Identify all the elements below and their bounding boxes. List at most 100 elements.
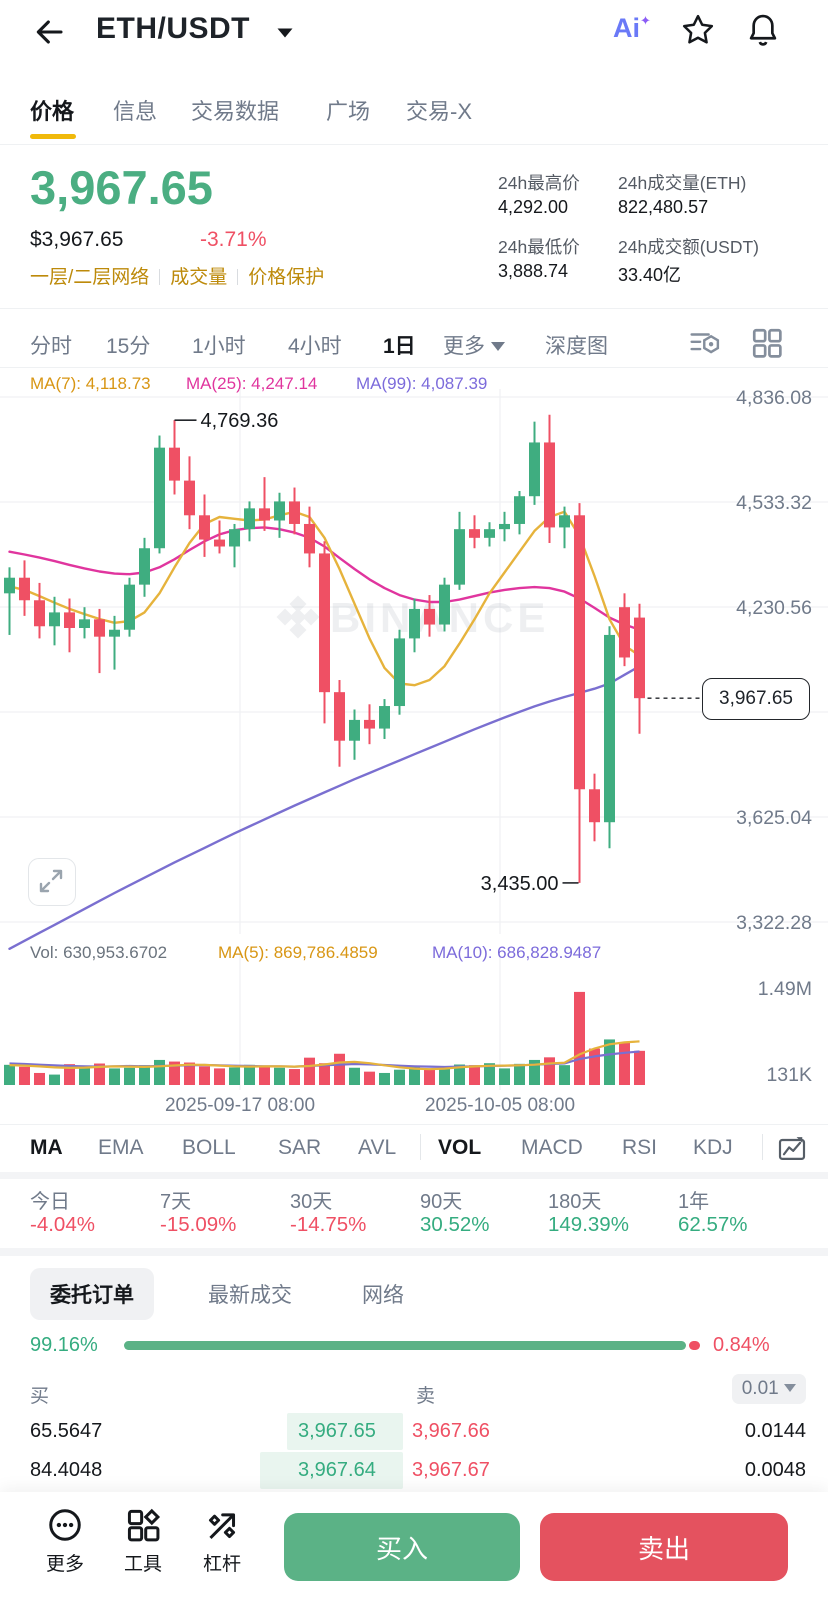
tab-trade-x[interactable]: 交易-X bbox=[406, 99, 473, 124]
indicator-ma[interactable]: MA bbox=[30, 1136, 63, 1159]
candlestick-chart[interactable]: BINANCE4,769.363,435.004,836.084,533.324… bbox=[0, 387, 828, 950]
tag-layer-network[interactable]: 一层/二层网络 bbox=[30, 267, 150, 288]
indicator-rsi[interactable]: RSI bbox=[622, 1136, 658, 1159]
perf-90d-label: 90天 bbox=[420, 1191, 463, 1213]
timeframe-minutely[interactable]: 分时 bbox=[30, 335, 72, 358]
ma25-label: MA(25): 4,247.14 bbox=[186, 374, 318, 393]
stat-vol-usdt-label: 24h成交额(USDT) bbox=[618, 237, 759, 257]
bid-price-2[interactable]: 3,967.64 bbox=[298, 1459, 376, 1481]
perf-7d-label: 7天 bbox=[160, 1191, 192, 1213]
token-tags[interactable]: 一层/二层网络 成交量 价格保护 bbox=[30, 262, 324, 289]
indicator-ema[interactable]: EMA bbox=[98, 1136, 144, 1159]
svg-text:4,230.56: 4,230.56 bbox=[736, 597, 812, 619]
timeframe-1h[interactable]: 1小时 bbox=[192, 335, 246, 358]
sell-depth-bar bbox=[689, 1341, 700, 1350]
bid-qty-1[interactable]: 65.5647 bbox=[30, 1420, 103, 1442]
more-button[interactable]: 更多 bbox=[42, 1506, 88, 1576]
perf-180d-label: 180天 bbox=[548, 1191, 602, 1213]
gridlines bbox=[0, 389, 828, 934]
svg-text:131K: 131K bbox=[766, 1064, 812, 1086]
tools-button[interactable]: 工具 bbox=[120, 1506, 166, 1576]
perf-1y-label: 1年 bbox=[678, 1191, 710, 1213]
ma7-label: MA(7): 4,118.73 bbox=[30, 374, 151, 393]
svg-text:3,435.00: 3,435.00 bbox=[481, 873, 559, 895]
tag-price-protection[interactable]: 价格保护 bbox=[248, 267, 325, 288]
divider bbox=[762, 1134, 763, 1160]
more-label: 更多 bbox=[45, 1554, 84, 1575]
volume-ma5-label: MA(5): 869,786.4859 bbox=[218, 943, 378, 962]
ask-price-2[interactable]: 3,967.67 bbox=[412, 1459, 490, 1481]
sparkle-icon: ✦ bbox=[640, 13, 651, 28]
bottom-action-bar: 更多 工具 杠杆 买入 卖出 bbox=[0, 1492, 828, 1605]
tab-recent-trades[interactable]: 最新成交 bbox=[208, 1284, 292, 1307]
stat-high-label: 24h最高价 bbox=[498, 173, 580, 193]
indicator-sar[interactable]: SAR bbox=[278, 1136, 322, 1159]
depth-chart-button[interactable]: 深度图 bbox=[545, 335, 608, 358]
ask-qty-1[interactable]: 0.0144 bbox=[744, 1420, 806, 1442]
tab-square[interactable]: 广场 bbox=[326, 99, 371, 124]
back-button[interactable] bbox=[32, 16, 66, 48]
bid-price-1[interactable]: 3,967.65 bbox=[298, 1420, 376, 1442]
sell-button[interactable]: 卖出 bbox=[540, 1513, 788, 1581]
buy-depth-bar bbox=[124, 1341, 686, 1350]
svg-text:1.49M: 1.49M bbox=[758, 978, 812, 1000]
svg-text:3,322.28: 3,322.28 bbox=[736, 912, 812, 934]
expand-chart-button[interactable] bbox=[28, 858, 76, 906]
tab-network[interactable]: 网络 bbox=[362, 1284, 404, 1307]
notification-bell-icon[interactable] bbox=[744, 11, 782, 54]
perf-30d-value: -14.75% bbox=[290, 1213, 367, 1236]
x-axis-date-1: 2025-09-17 08:00 bbox=[164, 1095, 316, 1116]
ai-assistant-icon[interactable]: Ai✦ bbox=[613, 13, 651, 43]
perf-1y-value: 62.57% bbox=[678, 1213, 748, 1236]
perf-7d-value: -15.09% bbox=[160, 1213, 237, 1236]
perf-180d-value: 149.39% bbox=[548, 1213, 629, 1236]
tools-label: 工具 bbox=[123, 1554, 162, 1575]
buy-column-header: 买 bbox=[30, 1386, 50, 1407]
indicator-avl[interactable]: AVL bbox=[358, 1136, 397, 1159]
volume-chart[interactable]: 1.49M 131K bbox=[0, 955, 828, 1095]
indicator-macd[interactable]: MACD bbox=[521, 1136, 583, 1159]
perf-today-label: 今日 bbox=[30, 1191, 70, 1213]
fiat-price: $3,967.65 bbox=[30, 228, 124, 251]
divider bbox=[0, 1172, 828, 1179]
tab-info[interactable]: 信息 bbox=[113, 99, 158, 124]
symbol-dropdown-caret-icon[interactable] bbox=[276, 26, 294, 44]
indicator-kdj[interactable]: KDJ bbox=[693, 1136, 733, 1159]
indicator-boll[interactable]: BOLL bbox=[182, 1136, 236, 1159]
sell-column-header: 卖 bbox=[416, 1386, 436, 1407]
volume-ma10-label: MA(10): 686,828.9487 bbox=[432, 943, 602, 962]
bid-qty-2[interactable]: 84.4048 bbox=[30, 1459, 103, 1481]
candles bbox=[4, 414, 645, 883]
tab-price[interactable]: 价格 bbox=[30, 99, 75, 124]
indicator-settings-icon[interactable] bbox=[688, 326, 722, 365]
favorite-star-icon[interactable] bbox=[680, 12, 716, 53]
timeframe-4h[interactable]: 4小时 bbox=[288, 335, 342, 358]
stat-vol-usdt-value: 33.40亿 bbox=[618, 265, 682, 285]
indicator-vol[interactable]: VOL bbox=[438, 1136, 482, 1159]
chevron-down-icon bbox=[490, 342, 505, 351]
divider bbox=[159, 269, 161, 285]
change-percent: -3.71% bbox=[200, 228, 267, 251]
timeframe-1d[interactable]: 1日 bbox=[383, 335, 416, 358]
stat-low-value: 3,888.74 bbox=[498, 261, 569, 281]
tag-volume[interactable]: 成交量 bbox=[170, 267, 228, 288]
timeframe-more[interactable]: 更多 bbox=[443, 330, 505, 360]
stat-low-label: 24h最低价 bbox=[498, 237, 580, 257]
chevron-down-icon bbox=[784, 1384, 796, 1392]
precision-selector[interactable]: 0.01 bbox=[731, 1374, 806, 1404]
timeframe-15m[interactable]: 15分 bbox=[106, 335, 151, 358]
divider bbox=[0, 308, 828, 309]
svg-text:4,533.32: 4,533.32 bbox=[736, 492, 812, 514]
last-price: 3,967.65 bbox=[30, 161, 213, 214]
ma99-label: MA(99): 4,087.39 bbox=[356, 374, 488, 393]
layout-grid-icon[interactable] bbox=[750, 326, 784, 365]
ask-qty-2[interactable]: 0.0048 bbox=[744, 1459, 806, 1481]
depth-ratio-bar bbox=[124, 1341, 700, 1350]
buy-button[interactable]: 买入 bbox=[284, 1513, 520, 1581]
symbol-title[interactable]: ETH/USDT bbox=[96, 12, 250, 45]
ask-price-1[interactable]: 3,967.66 bbox=[412, 1420, 490, 1442]
leverage-button[interactable]: 杠杆 bbox=[199, 1506, 245, 1576]
tab-trading-data[interactable]: 交易数据 bbox=[191, 99, 280, 124]
tab-open-orders[interactable]: 委托订单 bbox=[30, 1268, 154, 1320]
indicator-chart-icon[interactable] bbox=[776, 1132, 808, 1169]
